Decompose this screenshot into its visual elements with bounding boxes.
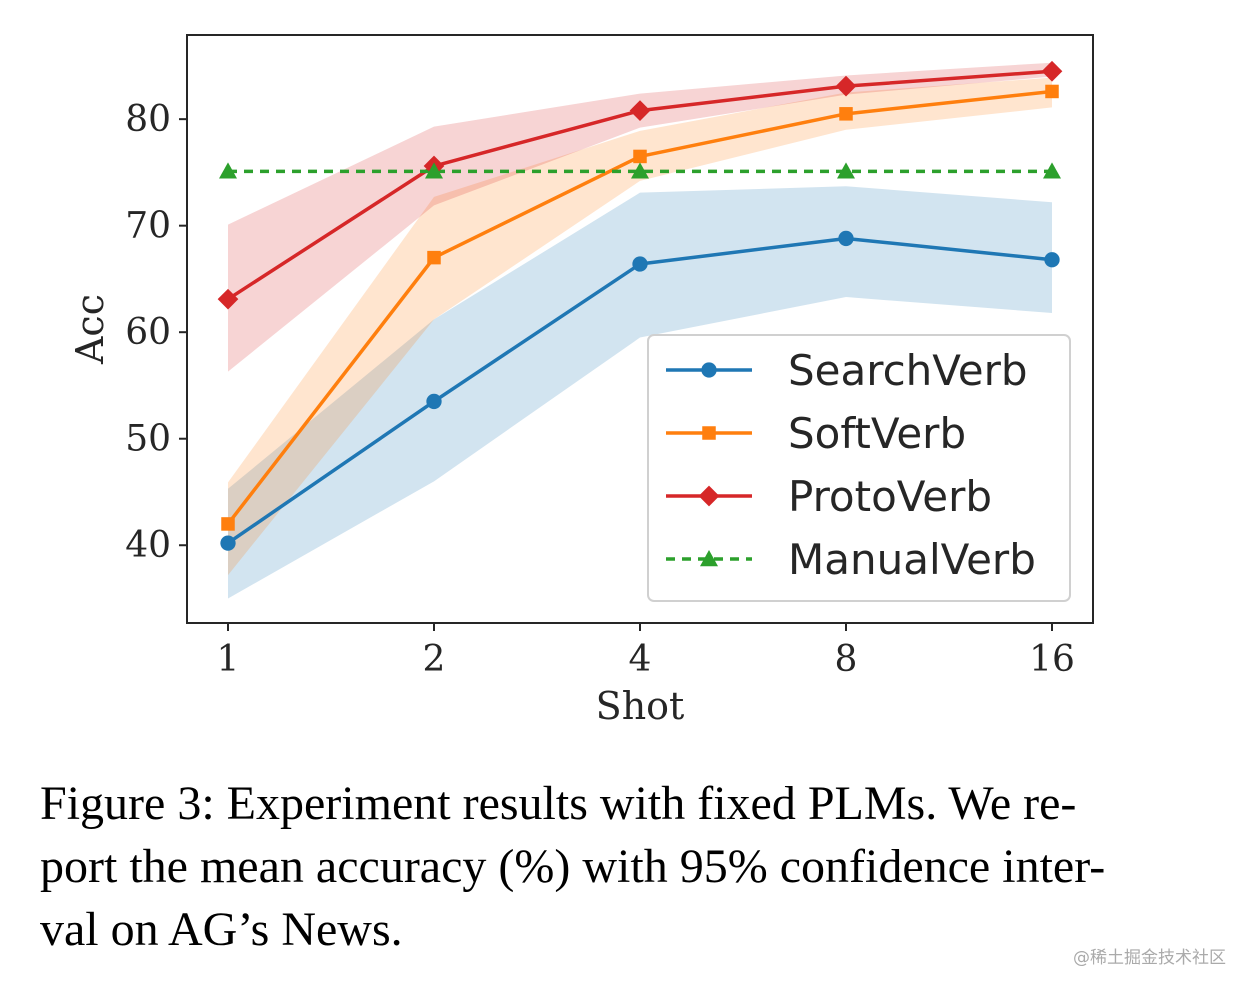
- searchverb-point-2: [426, 393, 442, 410]
- manualverb-point-4: [631, 162, 649, 179]
- y-tick-label-40: 40: [125, 525, 171, 566]
- y-tick-label-50: 50: [125, 419, 171, 460]
- searchverb-confidence-band: [228, 186, 1052, 599]
- line-chart: 40 50 60 70 80 1 2 4 8 16 Acc Shot SearchVerb Sof…: [68, 34, 1094, 728]
- manualverb-point-2: [425, 162, 443, 179]
- figure-caption: Figure 3: Experiment results with fixed …: [40, 772, 1220, 961]
- searchverb-point-8: [838, 230, 854, 247]
- protoverb-point-16: [1041, 60, 1063, 82]
- legend-softverb-marker: [702, 426, 716, 440]
- x-axis-label: Shot: [596, 684, 685, 728]
- searchverb-point-4: [632, 256, 648, 272]
- caption-line-2: port the mean accuracy (%) with 95% conf…: [40, 840, 1106, 893]
- legend-frame: [647, 334, 1071, 602]
- legend-softverb-label: SoftVerb: [788, 409, 966, 458]
- legend-manualverb-label: ManualVerb: [788, 535, 1036, 584]
- protoverb-point-1: [217, 288, 239, 310]
- legend-protoverb-label: ProtoVerb: [788, 472, 992, 521]
- protoverb-point-4: [629, 100, 651, 121]
- legend: SearchVerb SoftVerb ProtoVerb ManualVerb: [647, 334, 1071, 602]
- legend-searchverb-label: SearchVerb: [788, 346, 1028, 395]
- caption-line-3: val on AG’s News.: [40, 903, 403, 956]
- legend-protoverb-marker: [698, 485, 720, 507]
- softverb-point-8: [839, 107, 853, 121]
- x-tick-label-16: 16: [1029, 639, 1075, 680]
- legend-searchverb-marker: [701, 362, 717, 378]
- legend-manualverb-marker: [700, 550, 718, 567]
- softverb-point-2: [427, 250, 441, 265]
- protoverb-point-8: [835, 75, 857, 97]
- softverb-point-16: [1045, 84, 1059, 99]
- x-tick-label-8: 8: [835, 639, 858, 680]
- y-tick-label-70: 70: [125, 206, 171, 247]
- y-tick-label-60: 60: [125, 312, 171, 353]
- watermark: @稀土掘金技术社区: [1073, 948, 1226, 968]
- softverb-confidence-band: [228, 77, 1052, 576]
- y-axis-ticks: 40 50 60 70 80: [125, 99, 187, 566]
- searchverb-point-1: [220, 535, 236, 551]
- manualverb-point-8: [837, 162, 855, 179]
- y-tick-label-80: 80: [125, 99, 171, 140]
- confidence-bands: [228, 62, 1052, 599]
- softverb-point-1: [221, 517, 235, 531]
- series-markers: [217, 60, 1063, 551]
- y-axis-label: Acc: [68, 294, 112, 365]
- manualverb-point-1: [219, 162, 237, 179]
- protoverb-confidence-band: [228, 62, 1052, 372]
- caption-line-1: Figure 3: Experiment results with fixed …: [40, 777, 1077, 830]
- searchverb-point-16: [1044, 252, 1060, 268]
- softverb-point-4: [633, 149, 647, 164]
- x-tick-label-4: 4: [629, 639, 652, 680]
- manualverb-point-16: [1043, 162, 1061, 179]
- x-axis-ticks: 1 2 4 8 16: [217, 623, 1075, 680]
- x-tick-label-1: 1: [217, 639, 240, 680]
- x-tick-label-2: 2: [423, 639, 446, 680]
